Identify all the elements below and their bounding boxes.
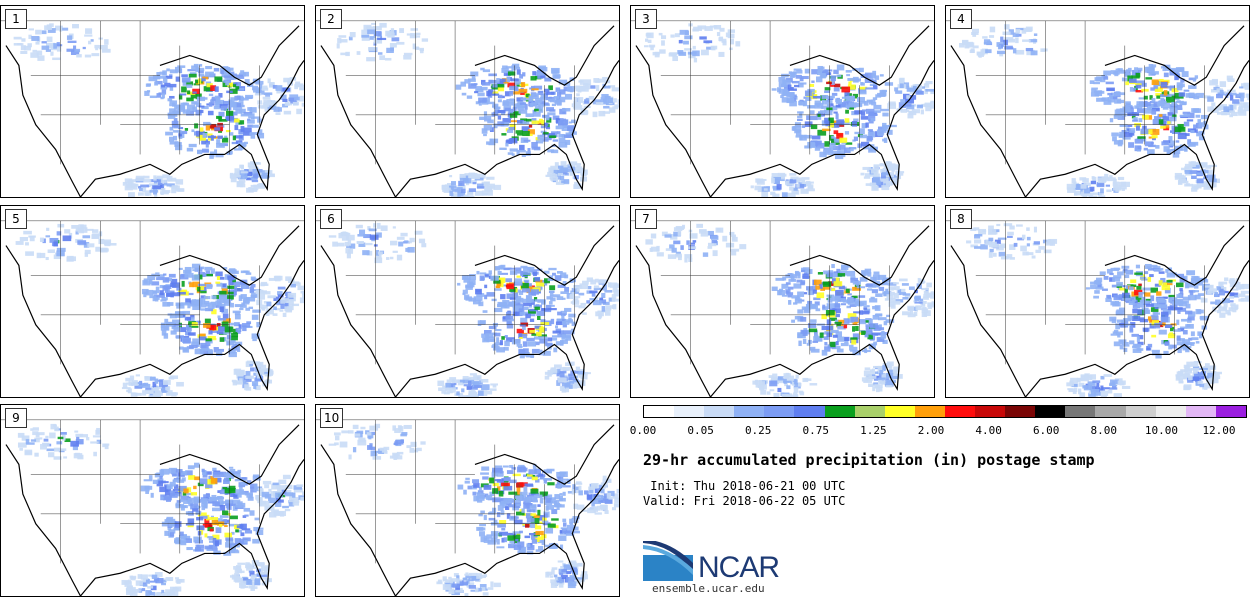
- colorbar-tick-labels: 0.00 0.05 0.25 0.75 1.25 2.00 4.00 6.00 8.00 10.0…: [630, 424, 1260, 438]
- colorbar-tick-label: 12.00: [1202, 424, 1236, 437]
- precip-map: [316, 220, 619, 397]
- precip-map: [1, 20, 304, 197]
- panel-number: 2: [320, 9, 342, 29]
- colorbar-swatch: [1155, 406, 1186, 417]
- colorbar-swatch: [1065, 406, 1096, 417]
- precip-map: [316, 20, 619, 197]
- colorbar-swatch: [1185, 406, 1216, 417]
- colorbar-swatch: [884, 406, 915, 417]
- colorbar-swatch: [1215, 406, 1246, 417]
- panel-number: 4: [950, 9, 972, 29]
- colorbar-swatch: [764, 406, 795, 417]
- precip-map: [316, 419, 619, 596]
- colorbar-swatch: [914, 406, 945, 417]
- colorbar-tick-label: 4.00: [975, 424, 1002, 437]
- panel-number: 3: [635, 9, 657, 29]
- precip-map: [1, 419, 304, 596]
- colorbar-swatch: [944, 406, 976, 417]
- colorbar-swatch: [674, 406, 705, 417]
- colorbar-swatch: [704, 406, 735, 417]
- init-time: Init: Thu 2018-06-21 00 UTC: [643, 479, 846, 493]
- colorbar-swatch: [975, 406, 1006, 417]
- member-panel-10: 10: [315, 404, 620, 597]
- colorbar-swatch: [794, 406, 825, 417]
- panel-number: 1: [5, 9, 27, 29]
- colorbar-tick-label: 0.75: [802, 424, 830, 437]
- precip-map: [631, 20, 934, 197]
- member-panel-4: 4: [945, 5, 1250, 198]
- ncar-logo-icon: [643, 541, 693, 581]
- colorbar-swatch: [1035, 406, 1066, 417]
- valid-time: Valid: Fri 2018-06-22 05 UTC: [643, 494, 846, 508]
- member-panel-8: 8: [945, 205, 1250, 398]
- ncar-logo-text: NCAR: [698, 551, 780, 584]
- member-panel-9: 9: [0, 404, 305, 597]
- site-url: ensemble.ucar.edu: [652, 582, 765, 595]
- member-panel-3: 3: [630, 5, 935, 198]
- colorbar-tick-label: 2.00: [917, 424, 945, 437]
- member-panel-7: 7: [630, 205, 935, 398]
- colorbar-swatch: [824, 406, 855, 417]
- panel-number: 8: [950, 209, 972, 229]
- colorbar-tick-label: 6.00: [1032, 424, 1060, 437]
- colorbar-tick-label: 0.00: [629, 424, 657, 437]
- panel-number: 5: [5, 209, 27, 229]
- colorbar-tick-label: 10.00: [1144, 424, 1178, 437]
- precip-map: [631, 220, 934, 397]
- member-panel-6: 6: [315, 205, 620, 398]
- colorbar-swatch: [1125, 406, 1156, 417]
- panel-number: 10: [320, 408, 344, 428]
- panel-number: 6: [320, 209, 342, 229]
- colorbar-tick-label: 0.05: [687, 424, 714, 437]
- panel-number: 7: [635, 209, 657, 229]
- colorbar-tick-label: 0.25: [744, 424, 772, 437]
- member-panel-5: 5: [0, 205, 305, 398]
- precip-map: [946, 220, 1249, 397]
- member-panel-2: 2: [315, 5, 620, 198]
- colorbar-swatch: [1095, 406, 1126, 417]
- member-panel-1: 1: [0, 5, 305, 198]
- panel-number: 9: [5, 408, 27, 428]
- colorbar-swatch: [1005, 406, 1036, 417]
- colorbar-swatch: [854, 406, 885, 417]
- colorbar-tick-label: 8.00: [1090, 424, 1118, 437]
- colorbar-swatch: [644, 406, 675, 417]
- precip-map: [946, 20, 1249, 197]
- precip-colorbar: [643, 405, 1247, 418]
- precip-map: [1, 220, 304, 397]
- plot-title: 29-hr accumulated precipitation (in) pos…: [643, 451, 1095, 469]
- colorbar-swatch: [734, 406, 765, 417]
- colorbar-tick-label: 1.25: [860, 424, 887, 437]
